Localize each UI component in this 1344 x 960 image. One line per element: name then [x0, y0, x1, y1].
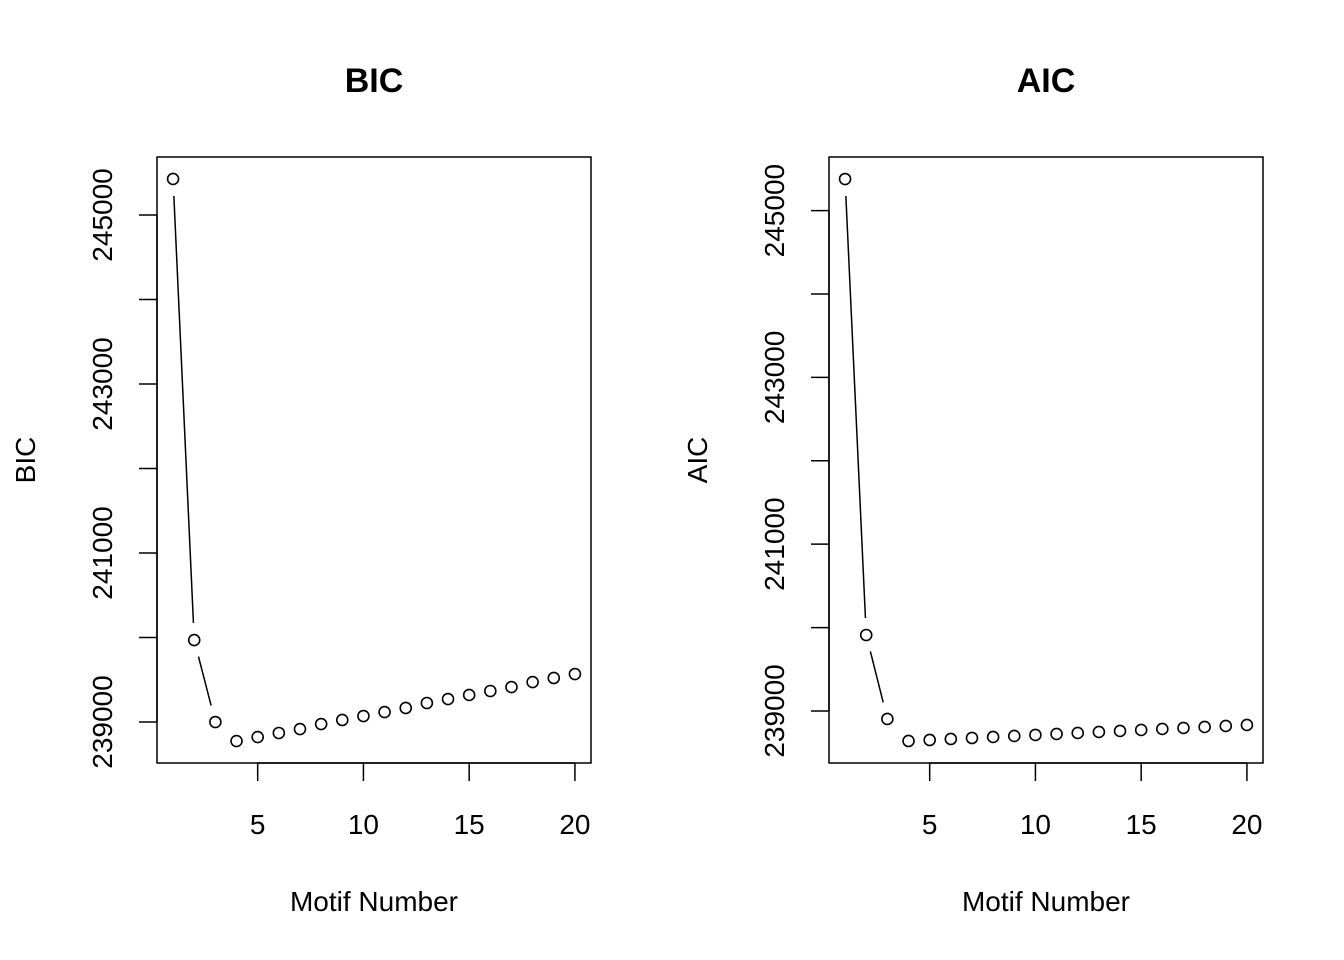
- bic-data-point: [399, 701, 413, 715]
- bic-data-point: [166, 172, 180, 186]
- bic-y-tick-label: 243000: [87, 337, 118, 430]
- aic-x-tick-label: 15: [1126, 809, 1157, 840]
- aic-data-point: [859, 628, 873, 642]
- bic-y-tick-label: 239000: [87, 675, 118, 768]
- aic-data-point: [923, 733, 936, 747]
- aic-data-point: [986, 730, 1000, 744]
- bic-data-point: [420, 696, 434, 710]
- aic-x-tick-label: 5: [922, 809, 938, 840]
- bic-x-axis-label: Motif Number: [290, 886, 458, 917]
- aic-y-tick-label: 241000: [759, 497, 790, 590]
- bic-data-point: [251, 730, 264, 744]
- bic-data-point: [505, 680, 518, 694]
- bic-data-point: [293, 722, 307, 736]
- bic-y-axis-label: BIC: [10, 437, 41, 484]
- bic-data-point: [568, 667, 582, 681]
- aic-data-point: [1050, 727, 1063, 741]
- aic-y-tick-label: 239000: [759, 664, 790, 757]
- aic-y-tick-label: 243000: [759, 331, 790, 424]
- bic-data-point: [357, 709, 370, 723]
- aic-data-point: [1134, 723, 1148, 737]
- aic-data-point: [902, 734, 915, 748]
- bic-data-point: [335, 713, 349, 727]
- aic-data-point: [944, 732, 958, 746]
- bic-data-point: [547, 671, 561, 685]
- aic-line-segment: [845, 195, 867, 619]
- bic-line-segment: [197, 656, 212, 706]
- aic-data-point: [965, 731, 979, 745]
- aic-data-point: [1029, 728, 1042, 742]
- aic-x-tick-label: 20: [1231, 809, 1262, 840]
- bic-y-tick-label: 241000: [87, 506, 118, 599]
- aic-data-point: [881, 712, 894, 726]
- aic-data-point: [1198, 720, 1211, 734]
- aic-data-point: [1240, 718, 1254, 732]
- aic-panel: AIC Motif Number AIC 5 10 15 20 239000 241000…: [682, 62, 1264, 917]
- aic-data-point: [1113, 724, 1127, 738]
- aic-data-point: [1071, 726, 1085, 740]
- bic-data-point: [187, 633, 201, 647]
- aic-x-axis-label: Motif Number: [962, 886, 1130, 917]
- bic-data-point: [462, 688, 476, 702]
- aic-plot-frame: [828, 156, 1264, 764]
- aic-y-axis-label: AIC: [682, 437, 713, 484]
- bic-data-point: [484, 684, 497, 698]
- bic-data-point: [209, 715, 222, 729]
- bic-line-segment: [173, 195, 195, 624]
- aic-y-tick-label: 245000: [759, 164, 790, 257]
- bic-data-point: [441, 692, 455, 706]
- aic-data-point: [838, 172, 852, 186]
- bic-data-point: [526, 675, 539, 689]
- aic-x-tick-label: 10: [1020, 809, 1051, 840]
- aic-data-point: [1156, 722, 1169, 736]
- aic-line-segment: [869, 651, 884, 703]
- aic-data-point: [1219, 719, 1233, 733]
- bic-plot-frame: [156, 156, 592, 764]
- bic-title: BIC: [345, 62, 404, 100]
- aic-title: AIC: [1017, 62, 1076, 100]
- bic-x-tick-label: 10: [348, 809, 379, 840]
- bic-x-tick-label: 15: [454, 809, 485, 840]
- aic-data-point: [1177, 721, 1190, 735]
- aic-data-point: [1092, 725, 1106, 739]
- aic-data-point: [1007, 729, 1021, 743]
- bic-data-point: [230, 734, 243, 748]
- bic-y-tick-label: 245000: [87, 168, 118, 261]
- bic-data-point: [378, 705, 391, 719]
- bic-x-tick-label: 20: [559, 809, 590, 840]
- bic-data-point: [272, 726, 286, 740]
- bic-data-point: [314, 717, 328, 731]
- bic-x-tick-label: 5: [250, 809, 266, 840]
- bic-panel: BIC Motif Number BIC 5 10 15 20 239000 241000…: [10, 62, 592, 917]
